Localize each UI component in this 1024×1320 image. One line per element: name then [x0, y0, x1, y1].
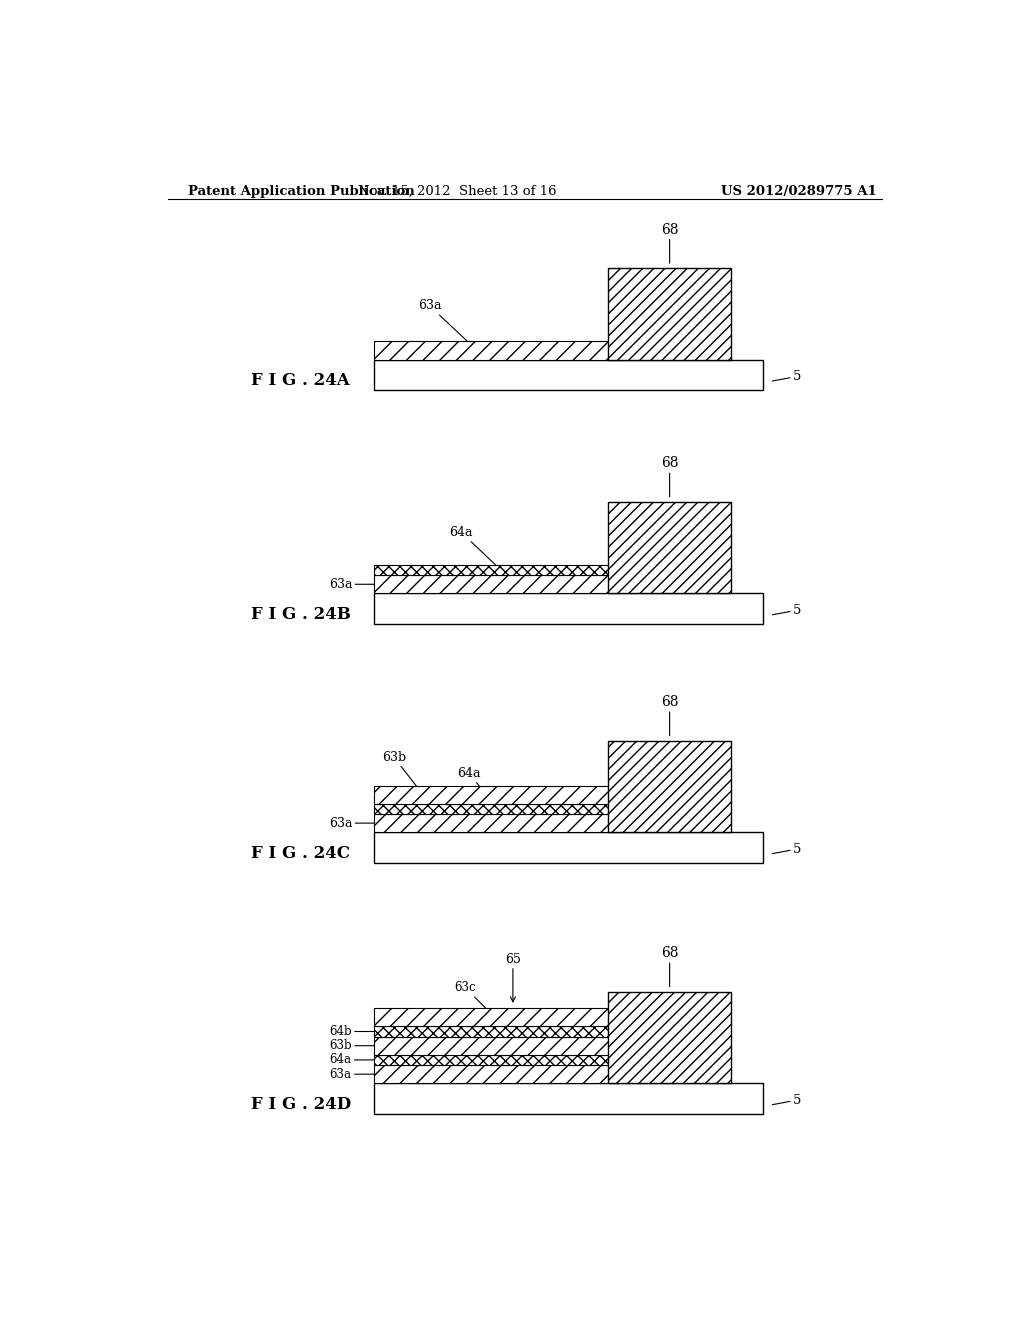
Text: 68: 68 [660, 223, 678, 263]
Text: 64b: 64b [330, 1026, 378, 1038]
Text: 68: 68 [660, 946, 678, 987]
Text: F I G . 24A: F I G . 24A [251, 372, 350, 389]
Bar [374, 576, 618, 594]
Text: US 2012/0289775 A1: US 2012/0289775 A1 [721, 185, 877, 198]
Bar [374, 1008, 618, 1027]
Text: 5: 5 [772, 603, 801, 616]
Text: 5: 5 [772, 370, 801, 383]
Text: 63b: 63b [382, 751, 422, 793]
Text: 64a: 64a [450, 525, 501, 570]
Text: 5: 5 [772, 1093, 801, 1106]
Bar [374, 804, 618, 814]
Bar [374, 1084, 763, 1114]
Text: 63a: 63a [330, 1068, 378, 1081]
Bar [374, 565, 618, 576]
Bar [374, 785, 618, 804]
Bar [374, 1055, 618, 1065]
Text: 68: 68 [660, 457, 678, 496]
Text: Nov. 15, 2012  Sheet 13 of 16: Nov. 15, 2012 Sheet 13 of 16 [358, 185, 557, 198]
Text: 63b: 63b [330, 1039, 378, 1052]
Bar [374, 342, 618, 359]
Bar [608, 741, 731, 833]
Text: 5: 5 [772, 842, 801, 855]
Text: 64a: 64a [458, 767, 497, 809]
Text: 63a: 63a [329, 817, 378, 830]
Text: 63a: 63a [329, 578, 378, 591]
Text: 63c: 63c [455, 981, 494, 1015]
Text: 65: 65 [505, 953, 521, 1002]
Bar [608, 991, 731, 1084]
Bar [374, 1065, 618, 1084]
Bar [374, 814, 618, 833]
Text: F I G . 24C: F I G . 24C [251, 845, 350, 862]
Text: Patent Application Publication: Patent Application Publication [187, 185, 415, 198]
Bar [608, 268, 731, 359]
Bar [374, 594, 763, 624]
Text: F I G . 24D: F I G . 24D [251, 1096, 351, 1113]
Text: 68: 68 [660, 696, 678, 735]
Bar [374, 1027, 618, 1036]
Text: 63a: 63a [418, 300, 477, 351]
Text: F I G . 24B: F I G . 24B [251, 606, 351, 623]
Bar [374, 1036, 618, 1055]
Bar [374, 359, 763, 391]
Bar [374, 833, 763, 863]
Text: 64a: 64a [330, 1053, 378, 1067]
Bar [608, 502, 731, 594]
